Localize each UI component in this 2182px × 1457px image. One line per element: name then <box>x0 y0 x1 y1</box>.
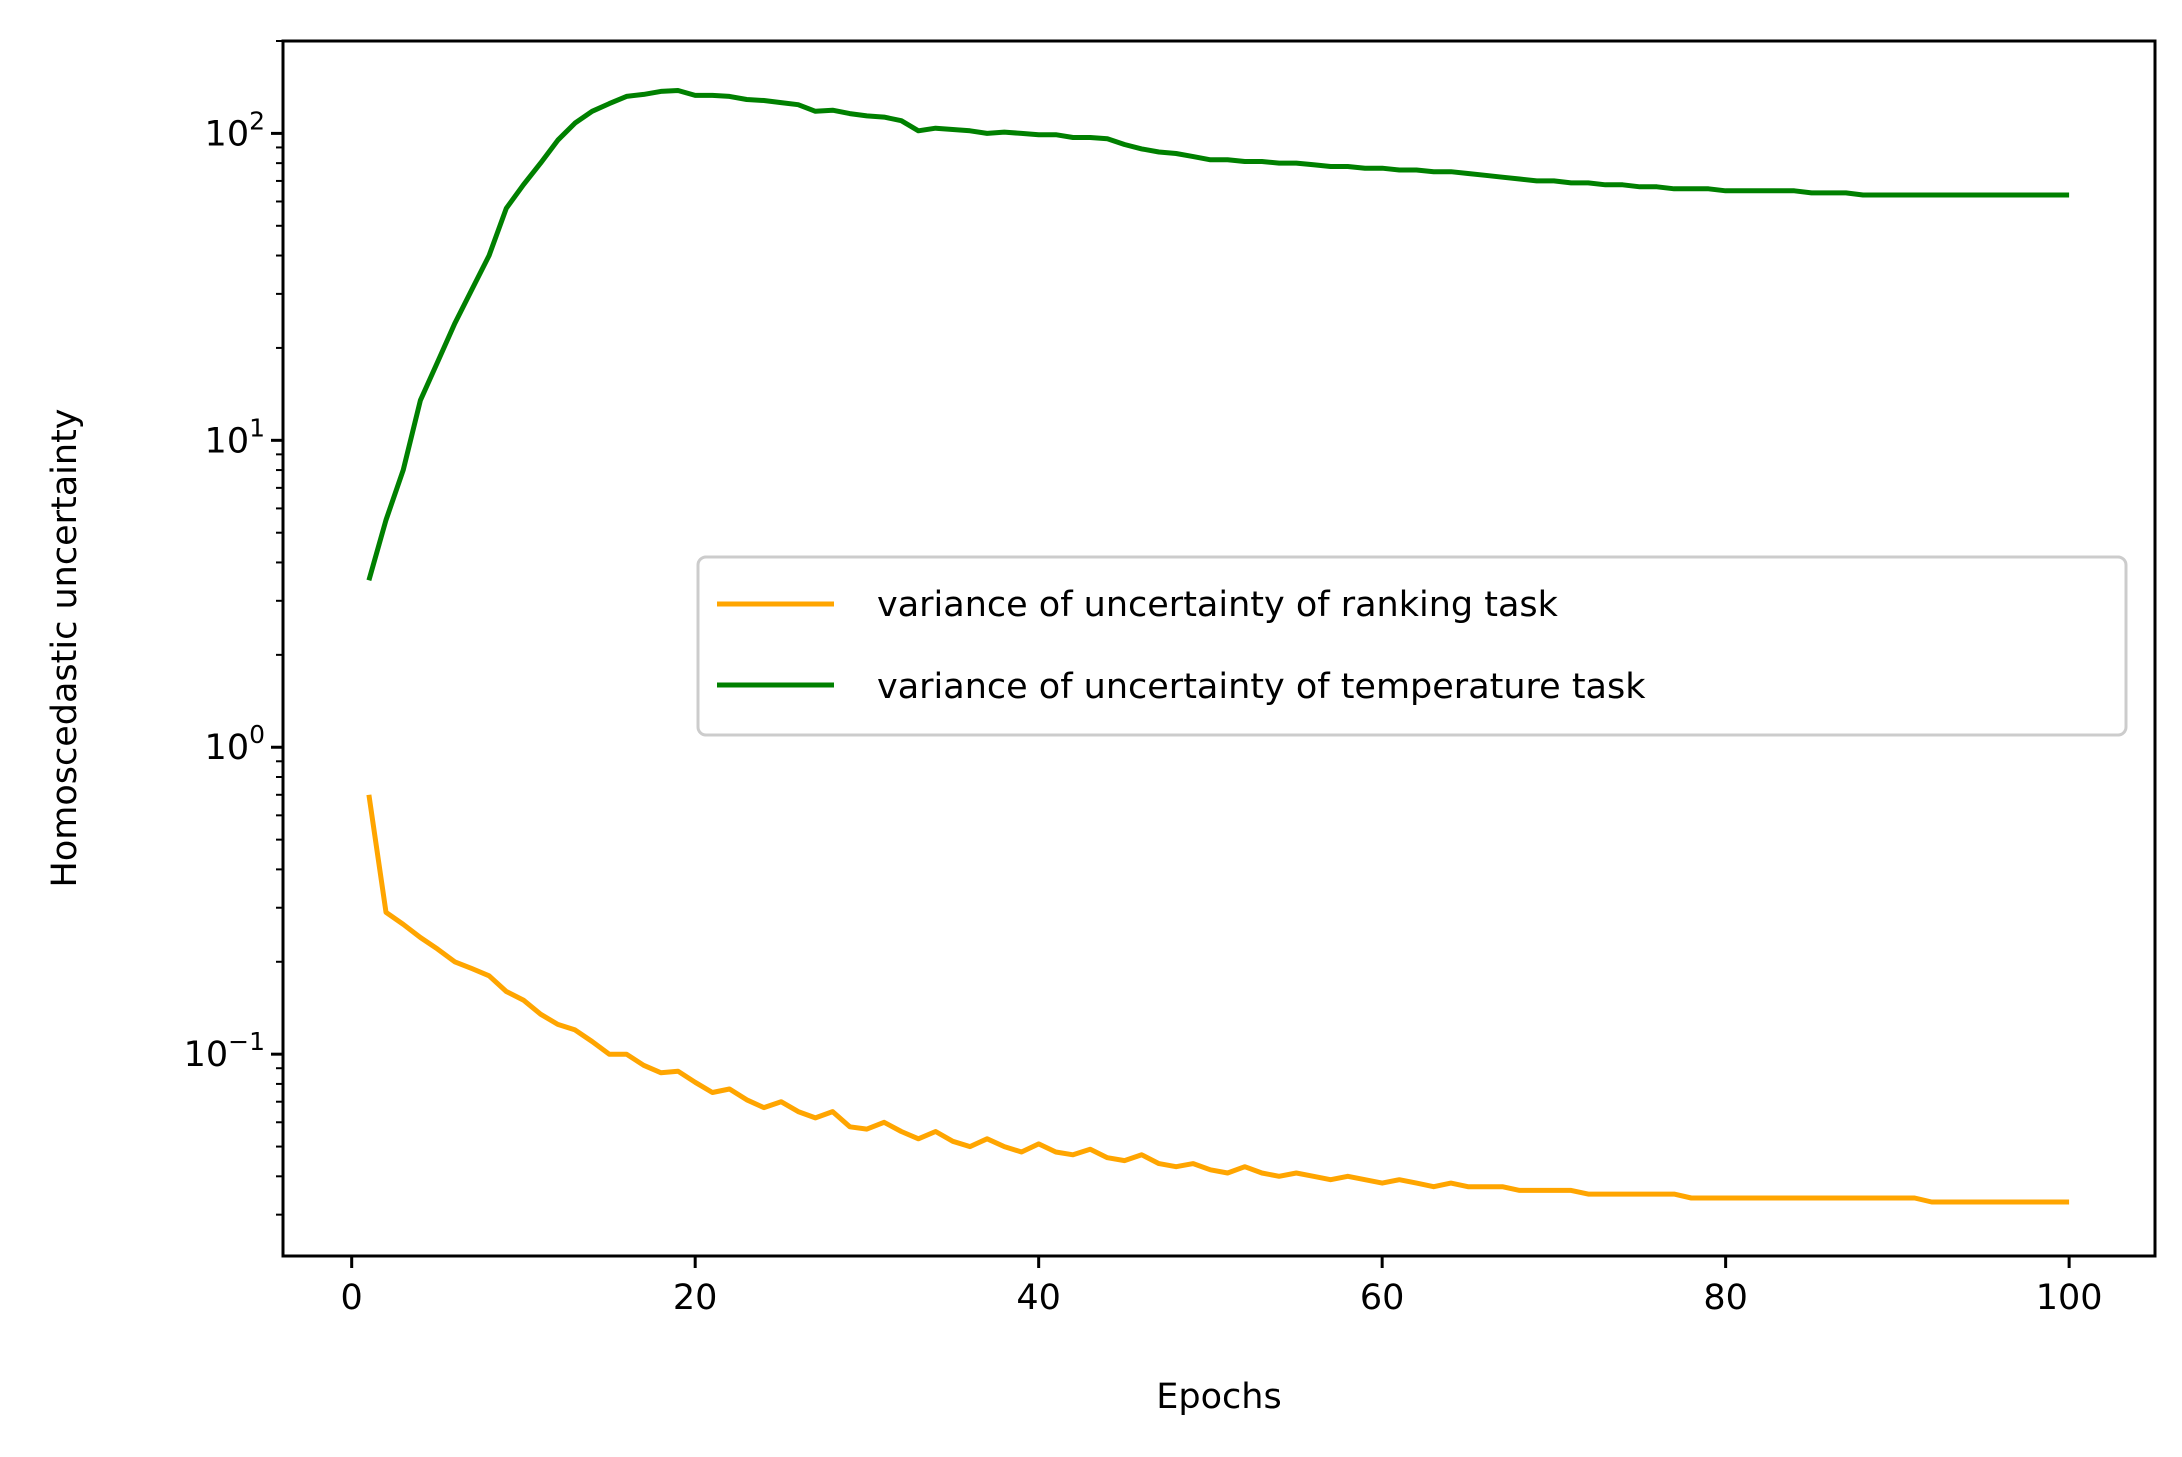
series-line-1 <box>366 88 2070 581</box>
legend-label-temperature: variance of uncertainty of temperature t… <box>877 667 1646 707</box>
x-tick-label: 60 <box>1360 1278 1405 1318</box>
x-tick-label: 80 <box>1703 1278 1748 1318</box>
plot-frame <box>281 39 2157 1258</box>
y-tick-label: 102 <box>205 106 265 154</box>
y-tick-label: 10−1 <box>184 1027 265 1075</box>
legend-box <box>696 555 2128 737</box>
x-tick-label: 20 <box>673 1278 718 1318</box>
x-axis-label: Epochs <box>1156 1377 1281 1417</box>
legend-label-ranking: variance of uncertainty of ranking task <box>877 585 1559 625</box>
y-axis-label: Homoscedastic uncertainty <box>45 408 85 887</box>
plot-lines <box>366 88 2070 1205</box>
x-axis-ticks: 0 20 40 60 80 100 <box>341 1256 2103 1318</box>
y-tick-label: 100 <box>205 720 265 768</box>
legend: variance of uncertainty of ranking task … <box>696 555 2128 737</box>
y-axis-ticks: 10−1 100 101 102 <box>184 40 283 1216</box>
x-tick-label: 0 <box>341 1278 363 1318</box>
series-line-0 <box>366 794 2070 1205</box>
x-tick-label: 100 <box>2036 1278 2103 1318</box>
x-tick-label: 40 <box>1016 1278 1061 1318</box>
y-tick-label: 101 <box>205 413 265 461</box>
